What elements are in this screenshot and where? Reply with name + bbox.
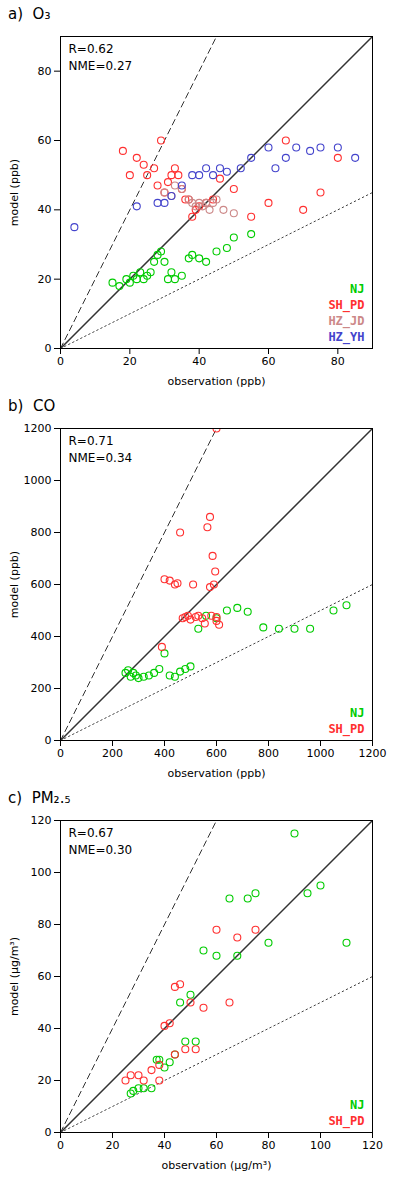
svg-text:200: 200 bbox=[31, 682, 52, 695]
html-text:c) PM₂.₅: c) PM₂.₅ bbox=[8, 789, 71, 807]
svg-text:60: 60 bbox=[262, 355, 276, 368]
svg-text:1200: 1200 bbox=[24, 422, 52, 435]
svg-text:40: 40 bbox=[192, 355, 206, 368]
svg-text:NME=0.34: NME=0.34 bbox=[69, 451, 133, 465]
svg-text:model (μg/m³): model (μg/m³) bbox=[8, 937, 21, 1016]
svg-text:1000: 1000 bbox=[307, 747, 335, 760]
svg-text:20: 20 bbox=[106, 1139, 120, 1152]
svg-text:80: 80 bbox=[331, 355, 345, 368]
svg-text:200: 200 bbox=[102, 747, 123, 760]
svg-text:model (ppb): model (ppb) bbox=[8, 159, 21, 226]
svg-text:NME=0.27: NME=0.27 bbox=[69, 59, 133, 73]
svg-text:40: 40 bbox=[158, 1139, 172, 1152]
svg-text:20: 20 bbox=[38, 1074, 52, 1087]
svg-text:100: 100 bbox=[31, 866, 52, 879]
svg-text:60: 60 bbox=[38, 970, 52, 983]
svg-text:SH_PD: SH_PD bbox=[328, 298, 364, 313]
svg-text:HZ_JD: HZ_JD bbox=[328, 314, 364, 329]
svg-text:400: 400 bbox=[31, 630, 52, 643]
svg-text:1000: 1000 bbox=[24, 474, 52, 487]
svg-text:0: 0 bbox=[45, 1126, 52, 1139]
svg-text:0: 0 bbox=[57, 355, 64, 368]
svg-text:0: 0 bbox=[45, 342, 52, 355]
svg-text:120: 120 bbox=[362, 1139, 383, 1152]
svg-text:HZ_YH: HZ_YH bbox=[328, 330, 364, 345]
svg-text:100: 100 bbox=[310, 1139, 331, 1152]
svg-text:NJ: NJ bbox=[350, 1098, 364, 1112]
svg-text:60: 60 bbox=[38, 134, 52, 147]
svg-text:R=0.62: R=0.62 bbox=[69, 42, 114, 56]
svg-text:observation (μg/m³): observation (μg/m³) bbox=[162, 1159, 272, 1172]
svg-text:NME=0.30: NME=0.30 bbox=[69, 843, 133, 857]
svg-text:1200: 1200 bbox=[359, 747, 387, 760]
svg-text:600: 600 bbox=[31, 578, 52, 591]
svg-text:observation (ppb): observation (ppb) bbox=[167, 375, 265, 388]
svg-text:R=0.67: R=0.67 bbox=[69, 826, 114, 840]
svg-text:400: 400 bbox=[154, 747, 175, 760]
html-text:a) O₃: a) O₃ bbox=[8, 5, 51, 23]
svg-text:120: 120 bbox=[31, 814, 52, 827]
svg-text:model (ppb): model (ppb) bbox=[8, 551, 21, 618]
svg-text:R=0.71: R=0.71 bbox=[69, 434, 114, 448]
svg-text:0: 0 bbox=[57, 747, 64, 760]
svg-text:800: 800 bbox=[258, 747, 279, 760]
svg-text:20: 20 bbox=[123, 355, 137, 368]
html-text:b) CO: b) CO bbox=[8, 397, 56, 415]
svg-text:20: 20 bbox=[38, 273, 52, 286]
svg-text:80: 80 bbox=[38, 65, 52, 78]
svg-text:SH_PD: SH_PD bbox=[328, 722, 364, 737]
svg-text:600: 600 bbox=[206, 747, 227, 760]
svg-text:SH_PD: SH_PD bbox=[328, 1114, 364, 1129]
svg-text:60: 60 bbox=[210, 1139, 224, 1152]
svg-text:800: 800 bbox=[31, 526, 52, 539]
svg-text:NJ: NJ bbox=[350, 282, 364, 296]
svg-text:40: 40 bbox=[38, 1022, 52, 1035]
svg-text:observation (ppb): observation (ppb) bbox=[167, 767, 265, 780]
svg-text:0: 0 bbox=[57, 1139, 64, 1152]
svg-text:80: 80 bbox=[262, 1139, 276, 1152]
svg-text:NJ: NJ bbox=[350, 706, 364, 720]
svg-text:40: 40 bbox=[38, 203, 52, 216]
svg-text:0: 0 bbox=[45, 734, 52, 747]
svg-text:80: 80 bbox=[38, 918, 52, 931]
